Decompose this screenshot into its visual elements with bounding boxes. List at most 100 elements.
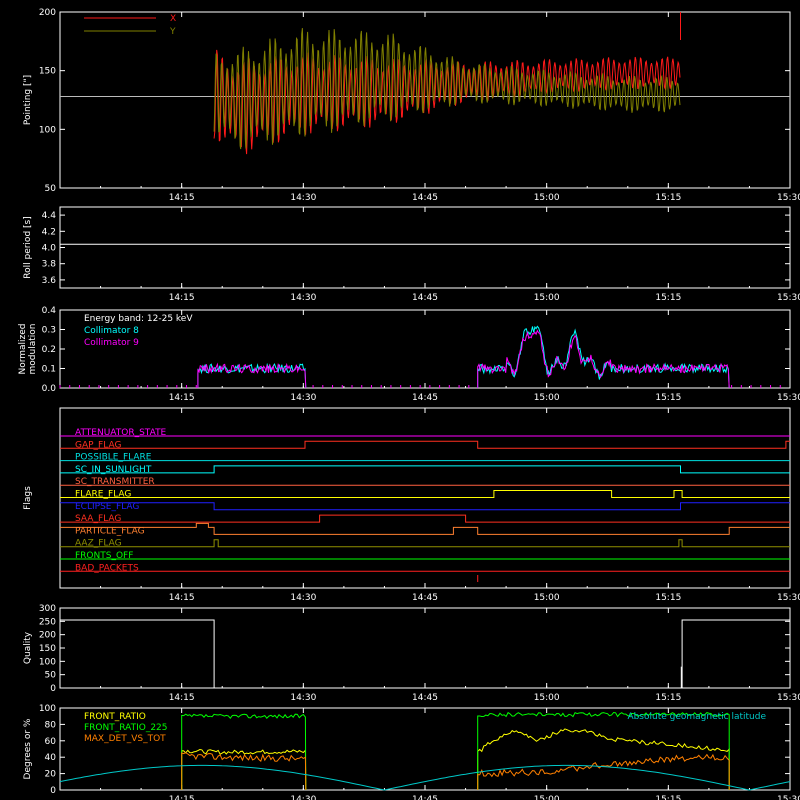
y-axis-label: Quality <box>23 631 33 664</box>
x-tick-label: 15:15 <box>655 693 681 703</box>
flag-line-particle-flag <box>60 522 790 535</box>
y-tick-label: 40 <box>45 753 57 763</box>
flag-label-flare-flag: FLARE_FLAG <box>75 490 131 500</box>
flag-label-attenuator-state: ATTENUATOR_STATE <box>75 428 167 438</box>
y-tick-label: 50 <box>45 184 57 194</box>
legend-front-ratio: FRONT_RATIO <box>84 712 146 722</box>
x-tick-label: 14:45 <box>412 393 438 403</box>
legend-front-ratio-225: FRONT_RATIO_225 <box>84 723 168 733</box>
x-tick-label: 15:15 <box>655 593 681 603</box>
series-y-pointing <box>213 28 681 150</box>
series-max-det-vs-tot <box>477 753 730 790</box>
series-front-ratio-225 <box>181 713 307 791</box>
y-tick-label: 0.2 <box>42 345 56 355</box>
y-tick-label: 80 <box>45 720 57 730</box>
x-tick-label: 14:30 <box>290 795 316 800</box>
geomagnetic-latitude-label: Absolute geomagnetic latitude <box>627 712 766 722</box>
x-tick-label: 14:15 <box>169 393 195 403</box>
x-tick-label: 14:15 <box>169 795 195 800</box>
y-tick-label: 0 <box>50 786 56 796</box>
flag-label-fronts-off: FRONTS_OFF <box>75 551 133 561</box>
y-tick-label: 250 <box>39 617 56 627</box>
y-tick-label: 4.4 <box>42 211 57 221</box>
y-tick-label: 150 <box>39 67 56 77</box>
panel-ratios: 14:15 14:30 14:45 15:00 15:15 15:30 0 20 40 60 80 1… <box>23 704 800 800</box>
panel-flags: 14:15 14:30 14:45 15:00 15:15 15:30 Flags ATTEN… <box>23 407 800 603</box>
y-axis-label: Degrees or % <box>23 718 33 779</box>
x-tick-label: 15:30 <box>777 193 800 203</box>
x-tick-label: 14:15 <box>169 293 195 303</box>
x-tick-label: 14:30 <box>290 193 316 203</box>
y-tick-label: 100 <box>39 704 56 714</box>
legend-label-y: Y <box>169 27 176 37</box>
legend-max-det-vs-tot: MAX_DET_VS_TOT <box>84 734 166 744</box>
flag-label-possible-flare: POSSIBLE_FLARE <box>75 453 152 463</box>
flag-line-flare-flag <box>60 490 790 498</box>
flag-label-sc-in-sunlight: SC_IN_SUNLIGHT <box>75 465 152 475</box>
x-tick-label: 14:15 <box>169 193 195 203</box>
y-tick-label: 50 <box>45 671 57 681</box>
flag-line-eclipse-flag <box>60 502 790 511</box>
x-tick-label: 14:30 <box>290 593 316 603</box>
x-tick-label: 14:30 <box>290 393 316 403</box>
x-tick-label: 15:15 <box>655 393 681 403</box>
x-tick-label: 14:15 <box>169 593 195 603</box>
flag-label-eclipse-flag: ECLIPSE_FLAG <box>75 502 139 512</box>
legend-collimator-9: Collimator 9 <box>84 338 139 348</box>
x-tick-label: 15:30 <box>777 693 800 703</box>
series-front-ratio <box>477 728 730 790</box>
x-tick-label: 14:45 <box>412 293 438 303</box>
y-tick-label: 200 <box>39 8 56 18</box>
x-tick-label: 15:00 <box>534 293 560 303</box>
energy-band-annotation: Energy band: 12-25 keV <box>84 314 193 324</box>
flag-label-particle-flag: PARTICLE_FLAG <box>75 526 145 536</box>
y-tick-label: 0 <box>50 684 56 694</box>
series-max-det-vs-tot <box>181 752 307 791</box>
x-tick-label: 15:15 <box>655 293 681 303</box>
y-axis-label: modulation <box>28 324 38 375</box>
y-tick-label: 100 <box>39 657 56 667</box>
series-front-ratio-225 <box>477 711 730 790</box>
x-tick-label: 15:15 <box>655 193 681 203</box>
flag-label-saa-flag: SAA_FLAG <box>75 514 121 524</box>
x-tick-label: 14:15 <box>169 693 195 703</box>
x-tick-label: 14:45 <box>412 593 438 603</box>
y-tick-label: 4.2 <box>42 227 56 237</box>
x-tick-label: 14:30 <box>290 693 316 703</box>
x-tick-label: 15:00 <box>534 593 560 603</box>
flag-line-aaz-flag <box>60 539 790 548</box>
x-tick-label: 14:45 <box>412 795 438 800</box>
series-collimator-9 <box>197 362 307 389</box>
panel-modulation: 14:15 14:30 14:45 15:00 15:15 15:30 0.0 0.1 0.2 0… <box>18 306 800 403</box>
flag-label-aaz-flag: AAZ_FLAG <box>75 539 122 549</box>
y-tick-label: 20 <box>45 770 57 780</box>
y-tick-label: 4.0 <box>42 244 57 254</box>
y-tick-label: 200 <box>39 631 56 641</box>
y-tick-label: 3.6 <box>42 276 57 286</box>
flag-label-gap-flag: GAP_FLAG <box>75 440 121 450</box>
x-tick-label: 15:00 <box>534 393 560 403</box>
x-tick-label: 15:30 <box>777 293 800 303</box>
panel-roll_period: 14:15 14:30 14:45 15:00 15:15 15:30 3.6 3.8 4.0 4… <box>23 206 800 303</box>
panel-pointing: 14:15 14:30 14:45 15:00 15:15 15:30 50 100 150 20… <box>23 8 800 203</box>
y-tick-label: 150 <box>39 644 56 654</box>
flag-label-bad-packets: BAD_PACKETS <box>75 563 139 573</box>
x-tick-label: 14:45 <box>412 193 438 203</box>
flag-line-gap-flag <box>60 440 790 449</box>
y-axis-label: Pointing ["] <box>23 75 33 125</box>
series-x-pointing <box>213 49 681 155</box>
series-geomagnetic-latitude <box>59 764 791 791</box>
series-collimator-9 <box>477 329 730 389</box>
y-tick-label: 300 <box>39 604 56 614</box>
y-tick-label: 0.1 <box>42 365 56 375</box>
quality-line <box>60 619 790 689</box>
series-collimator-8 <box>197 362 307 389</box>
series-front-ratio <box>181 748 307 791</box>
x-tick-label: 14:30 <box>290 293 316 303</box>
y-axis-label: Flags <box>23 486 33 510</box>
y-tick-label: 0.0 <box>42 384 57 394</box>
legend-collimator-8: Collimator 8 <box>84 326 139 336</box>
x-tick-label: 15:15 <box>655 795 681 800</box>
x-tick-label: 15:00 <box>534 795 560 800</box>
y-tick-label: 3.8 <box>42 260 57 270</box>
